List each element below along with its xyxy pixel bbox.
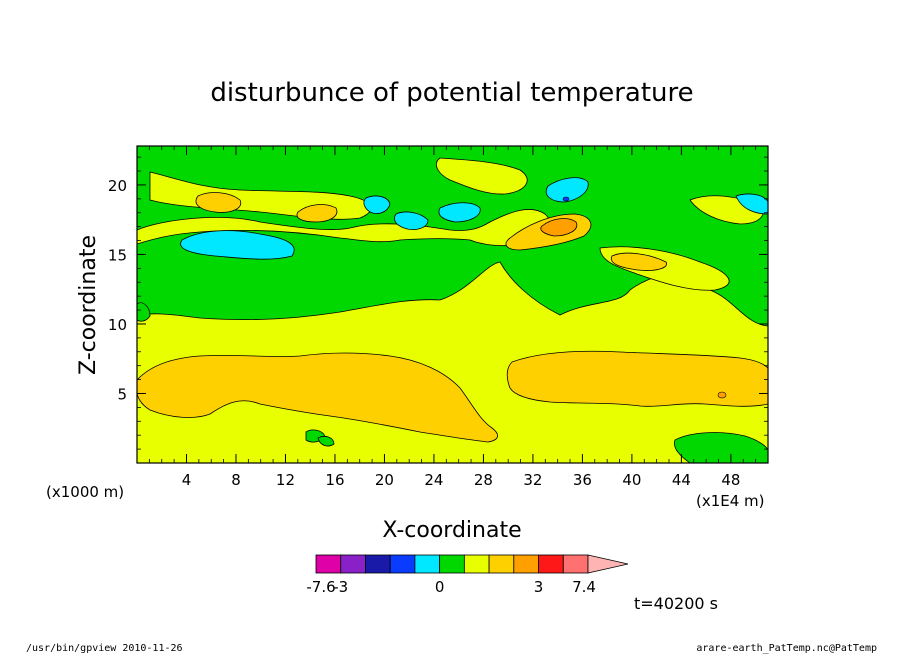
x-tick-label: 8 xyxy=(231,471,241,489)
footer-left: /usr/bin/gpview 2010-11-26 xyxy=(26,643,183,654)
x-tick-label: 40 xyxy=(622,471,641,489)
y-tick-label: 5 xyxy=(117,385,127,403)
chart-title: disturbunce of potential temperature xyxy=(210,78,693,108)
warm-layer-left xyxy=(137,352,498,443)
warm-core xyxy=(717,391,727,399)
colorbar-swatch xyxy=(365,554,391,574)
colorbar-tick-label: 0 xyxy=(435,578,445,596)
plot-area xyxy=(137,146,768,463)
negative-surface-patch xyxy=(673,432,768,463)
positive-pocket xyxy=(436,157,528,195)
colorbar-swatch xyxy=(389,554,416,574)
cold-pocket xyxy=(180,230,295,260)
colorbar-swatch xyxy=(538,554,564,574)
x-tick-label: 4 xyxy=(182,471,192,489)
warm-pocket xyxy=(296,204,338,223)
x-tick-label: 36 xyxy=(573,471,592,489)
colorbar-swatch xyxy=(439,554,465,574)
colorbar-tick-label: 7.4 xyxy=(572,578,596,596)
x-axis-ticks: 4 8 12 16 20 24 28 32 36 40 44 48 xyxy=(148,146,757,489)
colorbar-tick-label: -7.6 xyxy=(306,578,335,596)
negative-surface-patch xyxy=(317,436,335,447)
y-tick-label: 10 xyxy=(108,316,127,334)
x-tick-label: 12 xyxy=(276,471,295,489)
cold-pocket xyxy=(545,177,589,203)
x-tick-label: 48 xyxy=(721,471,740,489)
warm-pocket xyxy=(610,252,668,271)
time-label: t=40200 s xyxy=(634,594,718,613)
colorbar-swatch xyxy=(414,554,441,574)
colorbar-tick-label: -3 xyxy=(333,578,348,596)
colorbar-tick-label: 3 xyxy=(534,578,544,596)
negative-surface-patch xyxy=(137,302,151,322)
warm-core xyxy=(540,218,578,237)
warm-pocket xyxy=(195,192,242,213)
colorbar-extend-arrow xyxy=(587,554,629,574)
y-tick-label: 20 xyxy=(108,177,127,195)
cold-pocket xyxy=(438,202,481,223)
y-axis-ticks: 5 10 15 20 xyxy=(108,156,768,450)
footer-right: arare-earth_PatTemp.nc@PatTemp xyxy=(696,643,877,654)
colorbar-swatch xyxy=(340,554,366,574)
x-tick-label: 32 xyxy=(523,471,542,489)
colorbar-swatch xyxy=(562,554,589,574)
y-unit-label: (x1000 m) xyxy=(46,483,124,501)
colorbar-swatch xyxy=(315,554,342,574)
y-tick-label: 15 xyxy=(108,246,127,264)
warm-layer-right xyxy=(506,350,768,407)
colorbar-swatch xyxy=(488,554,515,574)
colorbar-swatch xyxy=(463,554,490,574)
cold-core xyxy=(562,196,570,202)
colorbar-swatch xyxy=(513,554,539,574)
y-axis-label: Z-coordinate xyxy=(76,235,101,375)
x-tick-label: 24 xyxy=(424,471,443,489)
x-tick-label: 44 xyxy=(672,471,691,489)
colorbar-labels: -7.6-3 0 3 7.4 xyxy=(306,578,596,596)
x-unit-label: (x1E4 m) xyxy=(696,492,765,510)
x-tick-label: 28 xyxy=(474,471,493,489)
x-tick-label: 16 xyxy=(325,471,344,489)
x-axis-label: X-coordinate xyxy=(382,518,521,543)
cold-pocket xyxy=(363,195,391,214)
x-tick-label: 20 xyxy=(375,471,394,489)
cold-pocket xyxy=(735,193,768,215)
plot-frame xyxy=(136,145,769,464)
cold-pocket xyxy=(394,211,429,230)
colorbar xyxy=(315,554,629,574)
